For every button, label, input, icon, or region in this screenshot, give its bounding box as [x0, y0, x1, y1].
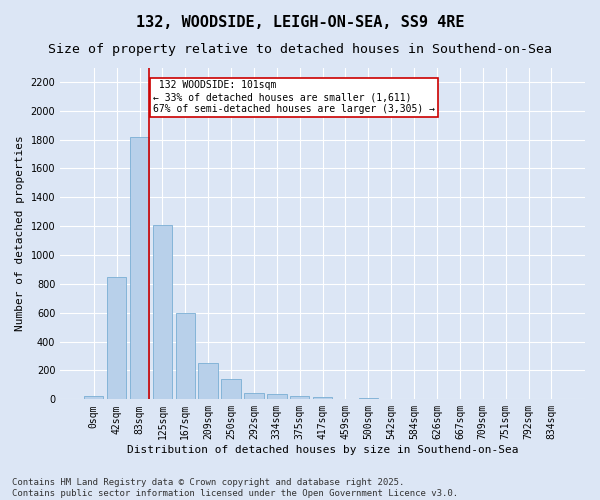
- Bar: [84, 396, 103, 400]
- Y-axis label: Number of detached properties: Number of detached properties: [15, 136, 25, 332]
- Bar: [221, 379, 241, 400]
- Bar: [130, 137, 149, 400]
- Bar: [152, 225, 172, 400]
- Bar: [359, 398, 378, 400]
- Text: Size of property relative to detached houses in Southend-on-Sea: Size of property relative to detached ho…: [48, 42, 552, 56]
- Text: Contains HM Land Registry data © Crown copyright and database right 2025.
Contai: Contains HM Land Registry data © Crown c…: [12, 478, 458, 498]
- X-axis label: Distribution of detached houses by size in Southend-on-Sea: Distribution of detached houses by size …: [127, 445, 518, 455]
- Text: 132, WOODSIDE, LEIGH-ON-SEA, SS9 4RE: 132, WOODSIDE, LEIGH-ON-SEA, SS9 4RE: [136, 15, 464, 30]
- Bar: [244, 394, 263, 400]
- Bar: [267, 394, 287, 400]
- Bar: [176, 313, 195, 400]
- Bar: [199, 362, 218, 400]
- Bar: [313, 397, 332, 400]
- Bar: [290, 396, 310, 400]
- Text: 132 WOODSIDE: 101sqm
← 33% of detached houses are smaller (1,611)
67% of semi-de: 132 WOODSIDE: 101sqm ← 33% of detached h…: [153, 80, 435, 114]
- Bar: [107, 278, 127, 400]
